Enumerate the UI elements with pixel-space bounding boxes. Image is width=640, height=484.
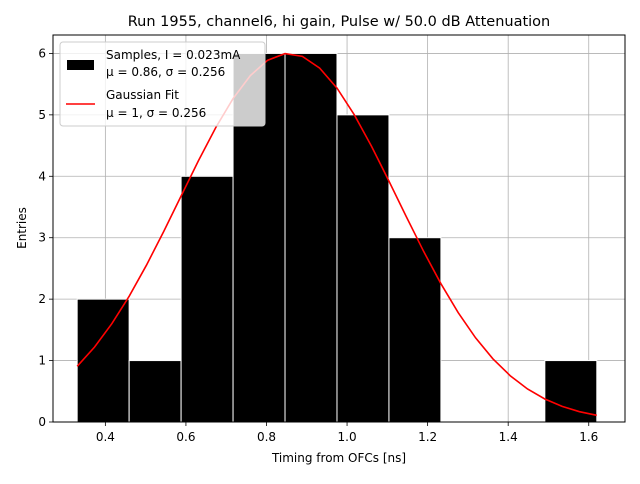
- y-tick-label: 5: [38, 108, 46, 122]
- legend-box: [59, 41, 266, 127]
- x-axis-label: Timing from OFCs [ns]: [271, 451, 406, 465]
- legend-histogram-label: Samples, I = 0.023mA: [106, 48, 241, 62]
- histogram-bar: [284, 52, 338, 423]
- legend-fit-stats: μ = 1, σ = 0.256: [106, 106, 206, 120]
- y-tick-label: 2: [38, 292, 46, 306]
- histogram-bar: [76, 298, 130, 423]
- histogram-bar: [544, 360, 598, 423]
- legend: Samples, I = 0.023mA μ = 0.86, σ = 0.256…: [59, 41, 266, 127]
- y-axis-label: Entries: [15, 207, 29, 249]
- fit-curve-group: [76, 52, 597, 417]
- x-tick-label: 0.6: [176, 430, 195, 444]
- y-tick-label: 3: [38, 231, 46, 245]
- plot-frame: [52, 34, 626, 423]
- x-axis-ticks: 0.4 0.6 0.8 1.0 1.2 1.4 1.6: [96, 422, 598, 444]
- y-axis-ticks: 0 1 2 3 4 5 6: [38, 46, 53, 429]
- histogram-bar: [388, 237, 442, 423]
- gaussian-fit-line: [76, 52, 597, 417]
- x-tick-label: 0.4: [96, 430, 115, 444]
- x-tick-label: 1.2: [418, 430, 437, 444]
- legend-fit-label: Gaussian Fit: [106, 88, 179, 102]
- x-tick-label: 1.6: [579, 430, 598, 444]
- y-tick-label: 1: [38, 354, 46, 368]
- y-tick-label: 6: [38, 46, 46, 60]
- y-tick-label: 4: [38, 169, 46, 183]
- y-tick-label: 0: [38, 415, 46, 429]
- histogram-bar: [128, 360, 182, 423]
- x-tick-label: 1.4: [499, 430, 518, 444]
- x-tick-label: 1.0: [338, 430, 357, 444]
- legend-histogram-swatch: [67, 60, 94, 70]
- chart-title: Run 1955, channel6, hi gain, Pulse w/ 50…: [128, 14, 551, 30]
- histogram-bars: [76, 52, 598, 423]
- histogram-bar: [336, 114, 390, 423]
- histogram-bar: [180, 175, 234, 423]
- legend-histogram-stats: μ = 0.86, σ = 0.256: [106, 65, 225, 79]
- x-tick-label: 0.8: [257, 430, 276, 444]
